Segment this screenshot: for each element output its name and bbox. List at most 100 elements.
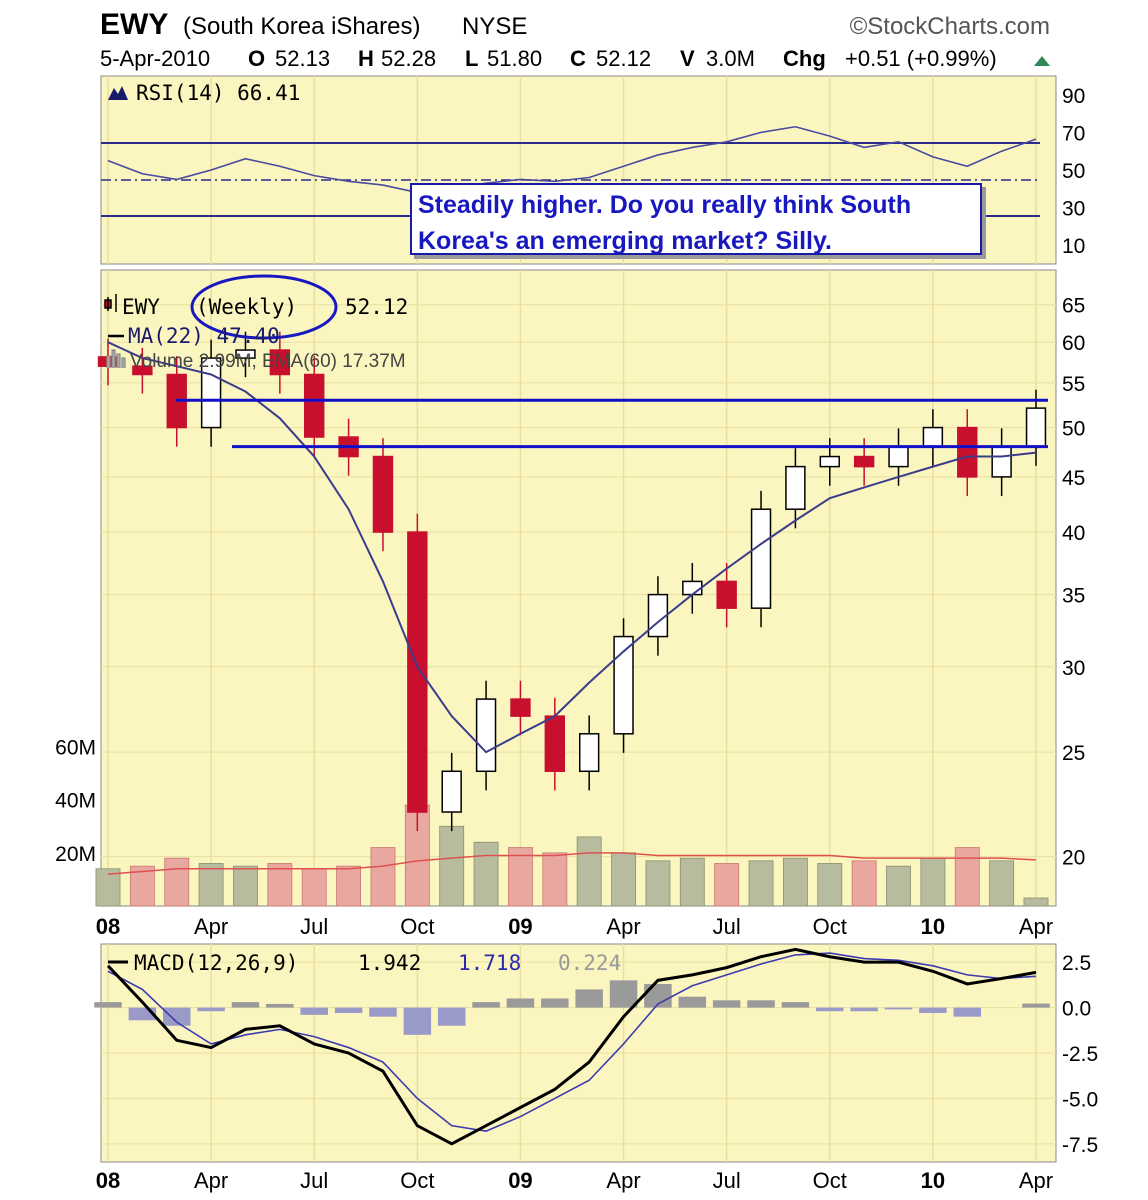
macd-histogram-bar xyxy=(953,1007,982,1017)
close-value: 52.12 xyxy=(596,46,651,71)
candle-body xyxy=(853,455,875,468)
volume-bar xyxy=(782,857,808,907)
x-tick-label: Apr xyxy=(606,914,640,939)
candle-body xyxy=(304,373,325,438)
macd-histogram-bar xyxy=(506,998,535,1008)
volume-tick-label: 20M xyxy=(55,843,96,866)
volume-bar xyxy=(301,868,327,907)
volume-bar xyxy=(611,852,636,907)
macd-histogram-bar xyxy=(94,1002,122,1008)
macd-histogram-bar xyxy=(334,1007,363,1014)
volume-bar xyxy=(233,865,258,907)
candle-body xyxy=(819,455,840,468)
ma-legend: MA(22) 47.40 xyxy=(128,324,280,348)
x-tick-label: Oct xyxy=(400,914,434,939)
candle-body xyxy=(888,445,909,468)
x-tick-label: 10 xyxy=(921,914,945,939)
volume-bar xyxy=(989,860,1015,907)
macd-histogram-bar xyxy=(747,1000,775,1008)
rsi-tick-label: 70 xyxy=(1062,122,1085,145)
volume-tick-label: 60M xyxy=(55,737,96,760)
price-panel: 20 25 30 35 40 45 50 55 60 65 20M 40M 60M EWY (Week… xyxy=(55,269,1085,907)
macd-histogram-bar xyxy=(609,980,638,1008)
volume-bar xyxy=(886,865,911,907)
brand-label: ©StockCharts.com xyxy=(850,13,1050,40)
volume-bar xyxy=(645,860,671,907)
symbol-label: EWY xyxy=(100,8,168,41)
x-tick-label: Jul xyxy=(300,1168,328,1193)
volume-bar xyxy=(817,863,843,907)
low-key: L xyxy=(465,46,478,71)
rsi-tick-label: 50 xyxy=(1062,160,1085,183)
candle-body xyxy=(407,531,428,813)
rsi-chart-icon xyxy=(108,86,128,100)
macd-histogram-bar xyxy=(884,1007,913,1010)
x-tick-label: Apr xyxy=(1019,1168,1053,1193)
macd-legend: MACD(12,26,9) xyxy=(134,951,298,975)
macd-histogram-bar xyxy=(472,1002,500,1008)
macd-histogram-bar xyxy=(678,996,707,1008)
candle-body xyxy=(235,349,256,359)
volume-bar xyxy=(954,847,980,907)
candle-body xyxy=(475,698,497,773)
candle-body xyxy=(200,357,222,429)
macd-histogram-bar xyxy=(231,1002,260,1008)
candle-body xyxy=(1025,407,1047,448)
price-legend-symbol: EWY xyxy=(122,295,160,319)
x-tick-label: Jul xyxy=(713,1168,741,1193)
macd-histogram-bar xyxy=(816,1007,844,1012)
candle-body xyxy=(922,426,944,448)
price-tick-label: 65 xyxy=(1062,295,1085,318)
macd-hist-value: 0.224 xyxy=(558,951,621,975)
price-tick-label: 35 xyxy=(1062,585,1085,608)
candlestick-icon xyxy=(104,294,117,312)
macd-histogram-bar xyxy=(575,989,603,1008)
candle-body xyxy=(578,733,600,773)
macd-signal-line xyxy=(107,952,1037,1132)
candle-body xyxy=(132,365,153,376)
x-axis-mid: 08 Apr Jul Oct 09 Apr Jul Oct 10 Apr xyxy=(96,914,1053,939)
volume-value: 3.0M xyxy=(706,46,755,71)
macd-histogram-bar xyxy=(369,1007,397,1017)
price-tick-label: 30 xyxy=(1062,657,1085,680)
volume-bar xyxy=(336,865,362,907)
volume-bar xyxy=(714,863,740,907)
candle-body xyxy=(544,715,566,773)
price-legend-close: 52.12 xyxy=(345,295,408,319)
macd-tick-label: -7.5 xyxy=(1062,1134,1098,1157)
volume-legend: Volume 2.99M, EMA(60) 17.37M xyxy=(130,351,406,372)
candle-body xyxy=(991,445,1012,478)
volume-bar xyxy=(920,857,946,907)
macd-histogram-bar xyxy=(197,1007,225,1012)
macd-histogram-bar xyxy=(919,1007,947,1014)
x-tick-label: Apr xyxy=(194,1168,228,1193)
x-tick-label: Oct xyxy=(813,1168,847,1193)
volume-bar xyxy=(198,863,224,907)
candle-body xyxy=(613,635,634,735)
macd-histogram-bar xyxy=(781,1002,810,1008)
macd-histogram-bar xyxy=(437,1007,466,1026)
candle-body xyxy=(510,698,531,717)
volume-ema-line xyxy=(107,852,1037,875)
volume-bar xyxy=(164,857,190,907)
exchange-label: NYSE xyxy=(462,13,527,40)
macd-value: 1.942 xyxy=(358,951,421,975)
chg-value: +0.51 (+0.99%) xyxy=(845,46,997,71)
annotation-box: Steadily higher. Do you really think Sou… xyxy=(410,183,982,255)
macd-histogram-bar xyxy=(1022,1003,1050,1008)
close-key: C xyxy=(570,46,586,71)
x-tick-label: 08 xyxy=(96,914,120,939)
price-tick-label: 20 xyxy=(1062,847,1085,870)
volume-bar xyxy=(508,847,533,907)
rsi-tick-label: 90 xyxy=(1062,85,1085,108)
price-tick-label: 50 xyxy=(1062,418,1085,441)
high-key: H xyxy=(358,46,374,71)
macd-histogram-bar xyxy=(850,1007,878,1012)
open-key: O xyxy=(248,46,265,71)
price-tick-label: 45 xyxy=(1062,467,1085,490)
annotation-line-2: Korea's an emerging market? Silly. xyxy=(418,227,832,255)
price-tick-label: 40 xyxy=(1062,522,1085,545)
weekly-highlight-ellipse xyxy=(190,274,338,340)
volume-bar xyxy=(679,857,705,907)
macd-tick-label: 0.0 xyxy=(1062,998,1091,1021)
